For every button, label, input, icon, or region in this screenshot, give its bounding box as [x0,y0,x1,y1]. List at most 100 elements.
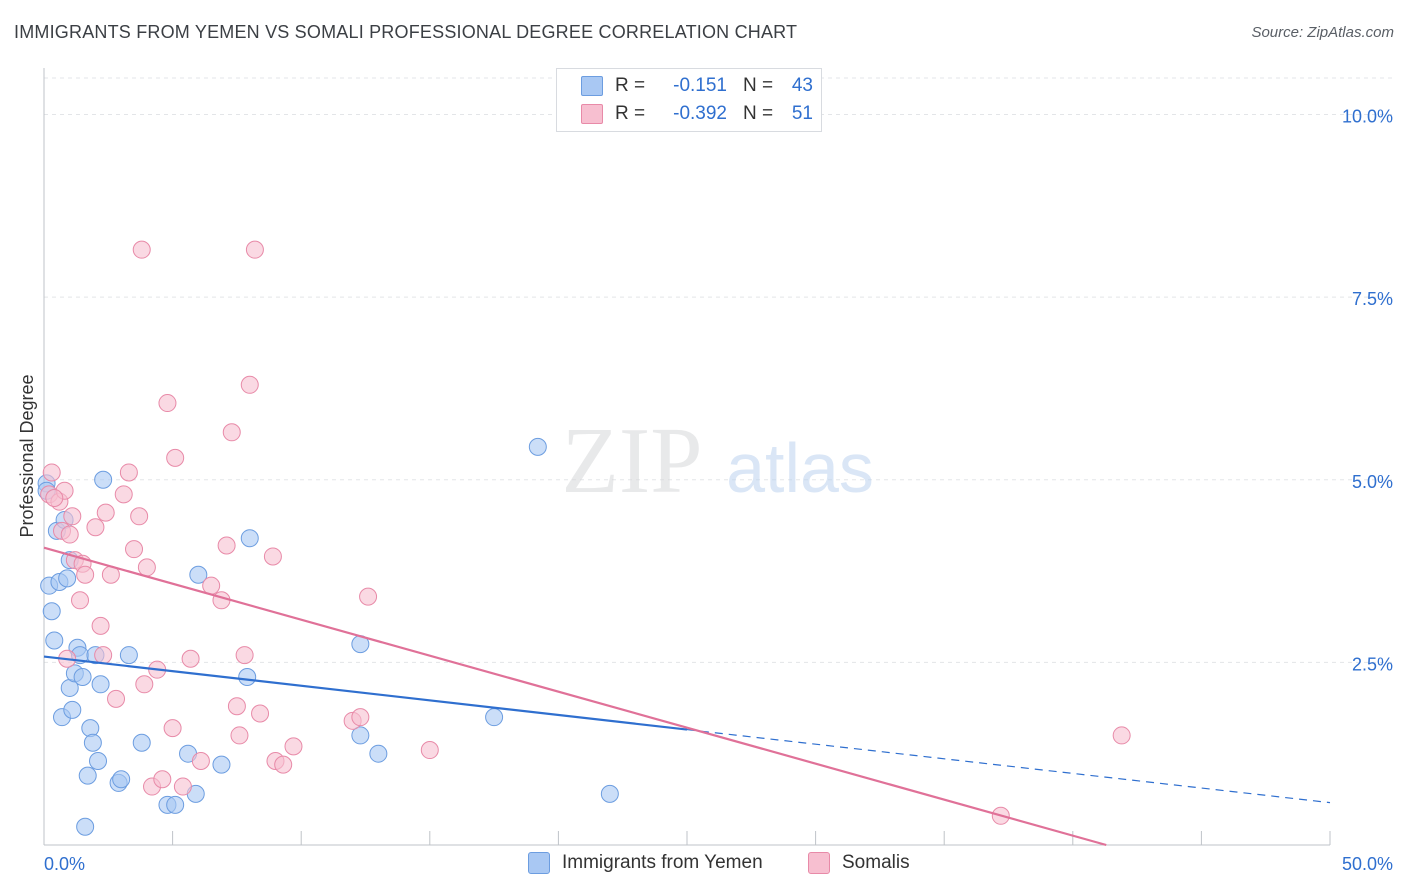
yemen-trend-line [43,655,688,731]
legend-item-somalis[interactable]: Somalis [808,852,910,874]
yemen-point [94,470,113,489]
legend-item-yemen[interactable]: Immigrants from Yemen [528,852,763,874]
somali-point [212,591,231,610]
yemen-point [132,733,151,752]
yemen-point [89,751,108,770]
yemen-point [600,784,619,803]
x-tick-label-max: 50.0% [1342,854,1393,874]
yemen-point [91,675,110,694]
yemen-point [73,667,92,686]
y-tick-label: 10.0% [1342,107,1393,127]
somali-point [132,240,151,259]
somali-point [63,507,82,526]
somali-point [86,518,105,537]
somali-point [130,507,149,526]
yemen-point [238,667,257,686]
yemen-point [369,744,388,763]
somali-point [222,423,241,442]
yemen-point [351,726,370,745]
y-tick-label: 7.5% [1352,289,1393,309]
somali-point [42,463,61,482]
legend-swatch-somalis [581,104,603,124]
somali-point [420,741,439,760]
y-tick-label: 5.0% [1352,472,1393,492]
legend-n-value: 51 [791,103,813,124]
legend-swatch-yemen [581,76,603,96]
yemen-point [166,795,185,814]
somali-point [91,616,110,635]
somali-point [181,649,200,668]
somali-point [45,489,64,508]
somali-point [202,576,221,595]
legend-label-yemen: Immigrants from Yemen [562,852,763,873]
somali-point [351,708,370,727]
yemen-point [76,817,95,836]
stats-legend: R = -0.151 N = 43 R = -0.392 N = 51 [556,68,822,132]
legend-r-value: -0.392 [673,103,727,124]
legend-r-label: R = [615,103,646,124]
somali-point [125,540,144,559]
legend-swatch-somalis [808,852,830,874]
somali-point [137,558,156,577]
somali-point [173,777,192,796]
somali-point [359,587,378,606]
somali-point [153,770,172,789]
yemen-point [189,565,208,584]
somali-point [191,751,210,770]
somali-point [235,646,254,665]
source-label: Source: ZipAtlas.com [1251,24,1394,41]
yemen-point [45,631,64,650]
somali-point [230,726,249,745]
somali-point [96,503,115,522]
somali-point [166,448,185,467]
somali-point [107,689,126,708]
somali-point [1112,726,1131,745]
legend-row-yemen: R = -0.151 N = 43 [581,74,813,98]
somali-point [76,565,95,584]
x-tick-label-min: 0.0% [44,854,85,874]
yemen-point [83,733,102,752]
watermark-zip: ZIP [562,409,703,513]
somali-point [94,646,113,665]
y-tick-label: 2.5% [1352,654,1393,674]
somali-point [251,704,270,723]
y-axis-label: Professional Degree [17,374,37,537]
somali-point [71,591,90,610]
legend-n-value: 43 [791,75,813,96]
somali-trend-line [43,546,1107,847]
somali-point [217,536,236,555]
chart-title: IMMIGRANTS FROM YEMEN VS SOMALI PROFESSI… [14,22,798,42]
legend-row-somalis: R = -0.392 N = 51 [581,102,813,126]
yemen-trend-extension [686,728,1331,804]
legend-r-label: R = [615,75,646,96]
somali-point [245,240,264,259]
legend-n-label: N = [743,103,774,124]
somali-point [158,394,177,413]
legend-label-somalis: Somalis [842,852,910,873]
yemen-point [240,529,259,548]
yemen-point [212,755,231,774]
somali-point [114,485,133,504]
somali-point [227,697,246,716]
yemen-point [485,708,504,727]
somali-point [119,463,138,482]
legend-n-label: N = [743,75,774,96]
somali-point [263,547,282,566]
yemen-point [58,569,77,588]
yemen-point [528,437,547,456]
yemen-point [78,766,97,785]
somali-point [60,525,79,544]
yemen-point [81,719,100,738]
watermark-atlas: atlas [726,429,874,507]
legend-swatch-yemen [528,852,550,874]
somali-point [135,675,154,694]
legend-r-value: -0.151 [673,75,727,96]
yemen-point [119,646,138,665]
series-legend: Immigrants from Yemen Somalis [0,852,1406,878]
somali-point [163,719,182,738]
somali-point [284,737,303,756]
yemen-point [63,700,82,719]
somali-point [274,755,293,774]
somali-point [240,375,259,394]
